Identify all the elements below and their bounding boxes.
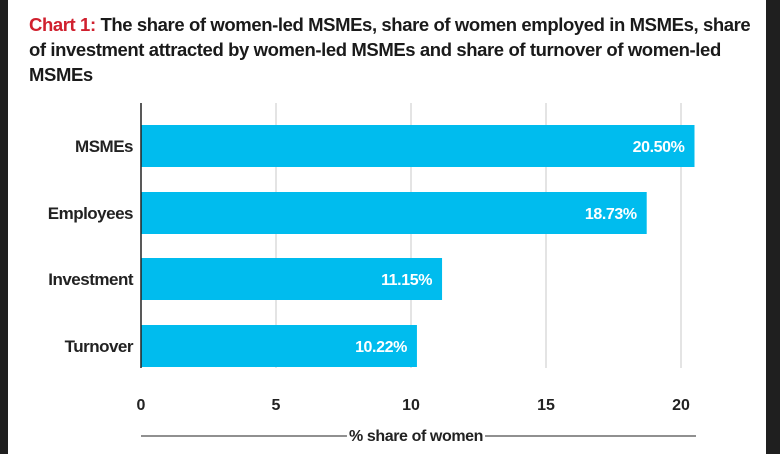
bar-employees: [141, 192, 647, 234]
x-tick-label-15: 15: [537, 397, 555, 414]
x-tick-label-10: 10: [402, 397, 420, 414]
value-label-investment: 11.15%: [381, 272, 432, 289]
category-label-msmes: MSMEs: [75, 137, 133, 156]
value-label-employees: 18.73%: [585, 206, 637, 223]
x-tick-label-5: 5: [272, 397, 281, 414]
bar-turnover: [141, 325, 417, 367]
bar-investment: [141, 258, 443, 300]
value-label-msmes: 20.50%: [633, 139, 685, 156]
value-label-turnover: 10.22%: [355, 339, 407, 356]
category-label-employees: Employees: [48, 204, 133, 223]
chart-title: Chart 1: The share of women-led MSMEs, s…: [29, 12, 754, 87]
x-tick-label-0: 0: [137, 397, 146, 414]
x-axis-title-group: % share of women: [141, 428, 696, 445]
x-axis-title: % share of women: [349, 428, 483, 445]
category-label-turnover: Turnover: [65, 337, 134, 356]
bars: MSMEs 20.50% Employees 18.73% Investment 11.1…: [48, 125, 695, 367]
x-tick-label-20: 20: [672, 397, 690, 414]
x-tick-labels: 0 5 10 15 20: [137, 397, 690, 414]
chart-title-text: The share of women-led MSMEs, share of w…: [29, 14, 751, 85]
category-label-investment: Investment: [48, 270, 134, 289]
chart-title-prefix: Chart 1:: [29, 14, 96, 35]
bar-msmes: [141, 125, 695, 167]
